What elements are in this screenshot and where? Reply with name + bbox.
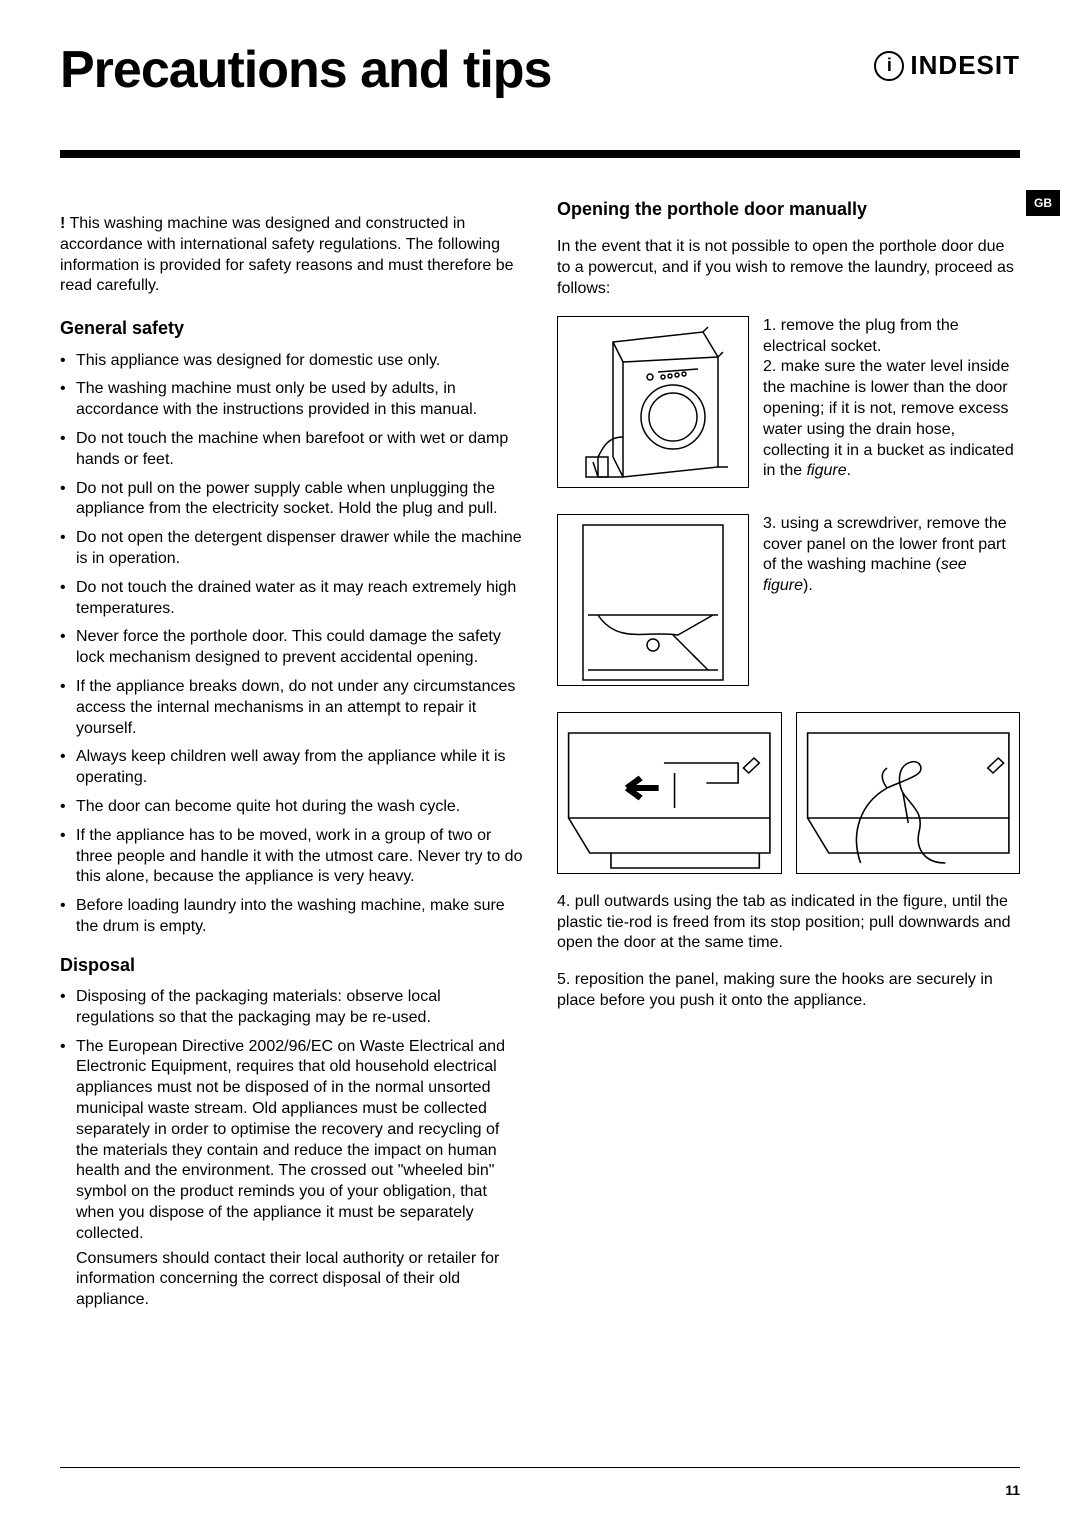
info-icon: i [874,51,904,81]
list-item: The door can become quite hot during the… [60,797,523,818]
step-figure-ref: figure [807,462,847,479]
brand-logo: i INDESIT [874,50,1020,81]
page-title: Precautions and tips [60,40,551,100]
intro-paragraph: ! This washing machine was designed and … [60,214,523,297]
figure-remove-panel [557,514,749,686]
disposal-main: The European Directive 2002/96/EC on Was… [76,1038,505,1242]
safety-list: This appliance was designed for domestic… [60,351,523,938]
list-item: Before loading laundry into the washing … [60,896,523,938]
list-item: Do not pull on the power supply cable wh… [60,479,523,521]
list-item: Never force the porthole door. This coul… [60,627,523,669]
figure-tab-pull [557,712,782,874]
figure-row-2: 3. using a screwdriver, remove the cover… [557,514,1020,686]
heading-porthole: Opening the porthole door manually [557,198,1020,221]
list-item: The European Directive 2002/96/EC on Was… [60,1037,523,1311]
right-column: Opening the porthole door manually In th… [557,198,1020,1319]
figure-row-1: 1. remove the plug from the electrical s… [557,316,1020,488]
list-item: Do not open the detergent dispenser draw… [60,528,523,570]
list-item: Always keep children well away from the … [60,747,523,789]
step-5-text: 5. reposition the panel, making sure the… [557,970,1020,1012]
figure-pair [557,712,1020,874]
intro-text: This washing machine was designed and co… [60,215,514,294]
figure-washing-machine-drain [557,316,749,488]
list-item: This appliance was designed for domestic… [60,351,523,372]
disposal-list: Disposing of the packaging materials: ob… [60,987,523,1311]
step-1-2-text: 1. remove the plug from the electrical s… [763,316,1020,482]
page-header: Precautions and tips i INDESIT [60,40,1020,100]
step-after: ). [803,577,813,594]
step-text: 1. remove the plug from the electrical s… [763,317,1014,480]
brand-name: INDESIT [910,50,1020,81]
step-4-text: 4. pull outwards using the tab as indica… [557,892,1020,954]
left-column: ! This washing machine was designed and … [60,198,523,1319]
list-item: Do not touch the machine when barefoot o… [60,429,523,471]
list-item: The washing machine must only be used by… [60,379,523,421]
page-number: 11 [1005,1482,1020,1498]
heading-disposal: Disposal [60,954,523,977]
list-item: If the appliance has to be moved, work i… [60,826,523,888]
step-text: 3. using a screwdriver, remove the cover… [763,515,1007,574]
list-item: If the appliance breaks down, do not und… [60,677,523,739]
content-columns: ! This washing machine was designed and … [60,198,1020,1319]
disposal-continuation: Consumers should contact their local aut… [76,1249,523,1311]
language-badge: GB [1026,190,1060,216]
list-item: Do not touch the drained water as it may… [60,578,523,620]
list-item: Disposing of the packaging materials: ob… [60,987,523,1029]
header-rule [60,150,1020,158]
footer-rule [60,1467,1020,1469]
heading-general-safety: General safety [60,317,523,340]
figure-hand-pull [796,712,1021,874]
porthole-intro: In the event that it is not possible to … [557,237,1020,299]
step-3-text: 3. using a screwdriver, remove the cover… [763,514,1020,597]
